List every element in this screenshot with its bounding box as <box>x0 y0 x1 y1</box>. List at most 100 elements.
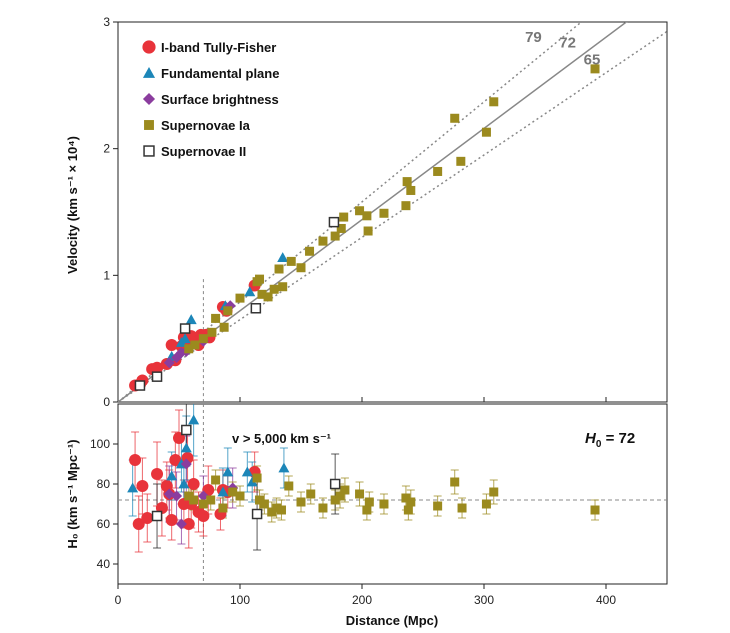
bottom-point-supernovae-ii <box>329 478 341 490</box>
bottom-point-supernovae-ia <box>259 499 269 509</box>
bottom-point-fundamental-plane <box>188 414 200 425</box>
top-point-supernovae-ia <box>257 289 267 299</box>
top-point-i-band-tully-fisher <box>165 339 178 351</box>
bottom-point-supernovae-ia <box>206 495 216 505</box>
bottom-point-fundamental-plane <box>246 476 258 487</box>
top-point-supernovae-ia <box>406 185 416 195</box>
bottom-point-fundamental-plane <box>178 478 190 489</box>
legend-label: Surface brightness <box>161 92 279 107</box>
top-point-supernovae-ia <box>401 201 411 211</box>
bottom-point-supernovae-ia <box>379 499 389 509</box>
bottom-point-supernovae-ia <box>276 505 286 515</box>
bottom-point-supernovae-ia <box>489 487 499 497</box>
x-axis-title: Distance (Mpc) <box>346 613 438 628</box>
top-data-points <box>129 64 600 392</box>
bottom-point-supernovae-ia <box>306 489 316 499</box>
hubble-line-79 <box>118 22 583 402</box>
legend-marker-supernovae-ia <box>144 120 154 130</box>
bottom-point-supernovae-ia <box>355 489 365 499</box>
bottom-y-tick-label: 80 <box>97 477 111 491</box>
top-point-supernovae-ia <box>219 322 229 332</box>
bottom-point-supernovae-ia <box>228 487 238 497</box>
bottom-point-i-band-tully-fisher <box>132 518 145 530</box>
top-point-supernovae-ia <box>450 113 460 123</box>
bottom-point-supernovae-ia <box>296 497 306 507</box>
top-point-supernovae-ia <box>274 264 284 274</box>
bottom-point-supernovae-ia <box>335 491 345 501</box>
legend-marker-i-band-tully-fisher <box>142 40 156 54</box>
bottom-point-fundamental-plane <box>278 462 290 473</box>
bottom-point-i-band-tully-fisher <box>151 468 164 480</box>
top-point-supernovae-ii <box>250 303 262 314</box>
top-point-supernovae-ii <box>328 216 340 228</box>
top-y-tick-label: 2 <box>103 142 110 156</box>
bottom-point-supernovae-ia <box>450 477 460 487</box>
top-y-tick-label: 0 <box>103 395 110 409</box>
bottom-point-supernovae-ia <box>481 499 491 509</box>
top-point-supernovae-ia <box>255 274 265 284</box>
bottom-axis-ticks: 40 60 80 100 0 100 200 300 400 <box>90 437 616 607</box>
top-point-supernovae-ia <box>263 292 273 302</box>
top-point-supernovae-ii <box>134 380 146 391</box>
bottom-point-supernovae-ia <box>267 507 277 517</box>
bottom-point-surface-brightness <box>197 490 209 502</box>
bottom-point-i-band-tully-fisher <box>141 512 154 524</box>
bottom-point-supernovae-ia <box>590 505 600 515</box>
top-point-supernovae-ii <box>151 371 163 382</box>
bottom-point-surface-brightness <box>171 490 183 502</box>
legend-label: Supernovae II <box>161 144 246 159</box>
bottom-point-supernovae-ii <box>181 424 192 436</box>
x-tick-label: 100 <box>230 593 250 607</box>
top-point-supernovae-ia <box>198 334 208 344</box>
x-tick-label: 400 <box>596 593 616 607</box>
bottom-point-supernovae-ia <box>401 493 411 503</box>
bottom-point-i-band-tully-fisher <box>182 518 195 530</box>
top-point-supernovae-ia <box>278 282 288 292</box>
bottom-point-i-band-tully-fisher <box>129 454 142 466</box>
bottom-point-fundamental-plane <box>180 442 192 453</box>
top-y-tick-label: 1 <box>103 268 110 282</box>
bottom-point-supernovae-ia <box>235 491 245 501</box>
legend-label: Supernovae Ia <box>161 118 251 133</box>
bottom-point-supernovae-ia <box>255 495 265 505</box>
legend-marker-surface-brightness <box>142 92 156 106</box>
bottom-point-supernovae-ia <box>362 505 372 515</box>
top-point-supernovae-ia <box>286 256 296 266</box>
bottom-point-i-band-tully-fisher <box>136 480 149 492</box>
top-panel-frame <box>117 21 668 403</box>
x-tick-label: 0 <box>115 593 122 607</box>
bottom-point-surface-brightness <box>175 518 187 530</box>
bottom-error-bars <box>128 404 600 553</box>
bottom-point-supernovae-ia <box>403 505 413 515</box>
top-point-supernovae-ia <box>330 231 340 241</box>
top-point-supernovae-ia <box>235 293 245 303</box>
bottom-point-supernovae-ia <box>340 485 350 495</box>
bottom-point-i-band-tully-fisher <box>169 454 182 466</box>
top-point-supernovae-ia <box>481 127 491 137</box>
bottom-point-supernovae-ia <box>457 503 467 513</box>
bottom-point-supernovae-ia <box>252 473 262 483</box>
top-point-supernovae-ia <box>456 156 466 166</box>
legend: I-band Tully-Fisher Fundamental plane Surf… <box>142 40 279 159</box>
top-point-supernovae-ii <box>179 323 191 334</box>
top-point-supernovae-ia <box>305 246 315 256</box>
bottom-point-i-band-tully-fisher <box>197 510 210 522</box>
top-point-i-band-tully-fisher <box>151 361 164 374</box>
h0-value-label: H0 = 72 <box>585 430 635 450</box>
bottom-data-points <box>127 414 600 530</box>
bottom-point-supernovae-ia <box>189 495 199 505</box>
top-point-supernovae-ia <box>296 263 306 273</box>
bottom-point-supernovae-ii <box>151 510 163 522</box>
top-point-supernovae-ia <box>379 208 389 218</box>
bottom-point-supernovae-ia <box>211 475 221 485</box>
top-point-fundamental-plane <box>244 286 256 297</box>
legend-label: I-band Tully-Fisher <box>161 40 276 55</box>
top-point-supernovae-ia <box>362 211 372 221</box>
bottom-point-fundamental-plane <box>217 486 229 497</box>
top-point-supernovae-ia <box>269 284 279 294</box>
bottom-point-supernovae-ia <box>364 497 374 507</box>
bottom-point-supernovae-ia <box>198 499 208 509</box>
bottom-point-surface-brightness <box>180 458 192 470</box>
top-point-supernovae-ia <box>339 212 349 222</box>
top-point-supernovae-ia <box>590 64 600 74</box>
